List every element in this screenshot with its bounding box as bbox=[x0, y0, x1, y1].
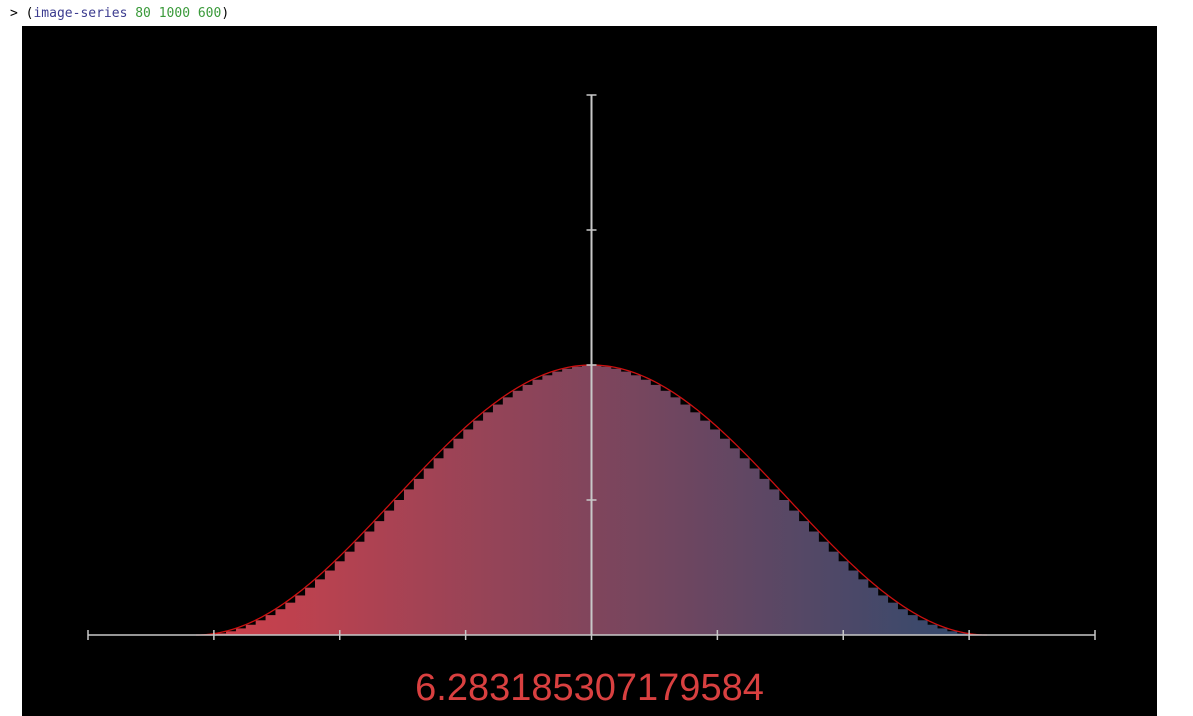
repl-arg-height: 600 bbox=[197, 6, 222, 21]
plot-canvas: 6.283185307179584 bbox=[22, 26, 1157, 716]
repl-open-paren: ( bbox=[25, 6, 34, 21]
series-plot bbox=[87, 94, 1096, 640]
repl-function-name: image-series bbox=[33, 6, 128, 21]
repl-input-line: > (image-series 80 1000 600) bbox=[10, 6, 229, 22]
repl-arg-steps: 80 bbox=[135, 6, 151, 21]
repl-arg-width: 1000 bbox=[158, 6, 191, 21]
repl-close-paren: ) bbox=[221, 6, 230, 21]
result-value: 6.283185307179584 bbox=[415, 667, 764, 709]
repl-prompt: > bbox=[10, 6, 18, 21]
